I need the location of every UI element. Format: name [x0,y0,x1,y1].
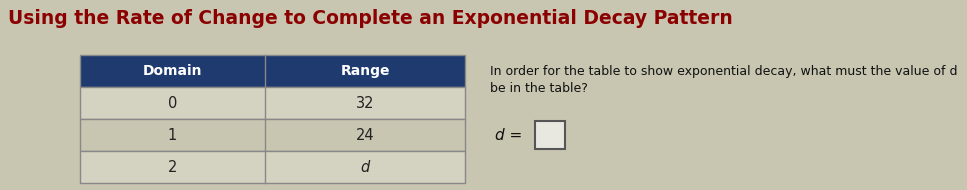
Text: In order for the table to show exponential decay, what must the value of d: In order for the table to show exponenti… [490,65,957,78]
Bar [80,87,465,119]
Text: 0: 0 [168,96,177,111]
Bar [80,55,465,87]
Bar [80,151,465,183]
Bar [535,121,565,149]
Bar [80,119,465,151]
Text: 2: 2 [168,159,177,174]
Text: 1: 1 [168,127,177,142]
Text: Range: Range [340,64,390,78]
Text: d: d [361,159,369,174]
Text: be in the table?: be in the table? [490,82,588,95]
Text: 24: 24 [356,127,374,142]
Text: d =: d = [495,127,522,142]
Text: 32: 32 [356,96,374,111]
Text: Domain: Domain [143,64,202,78]
Text: Using the Rate of Change to Complete an Exponential Decay Pattern: Using the Rate of Change to Complete an … [8,9,733,28]
